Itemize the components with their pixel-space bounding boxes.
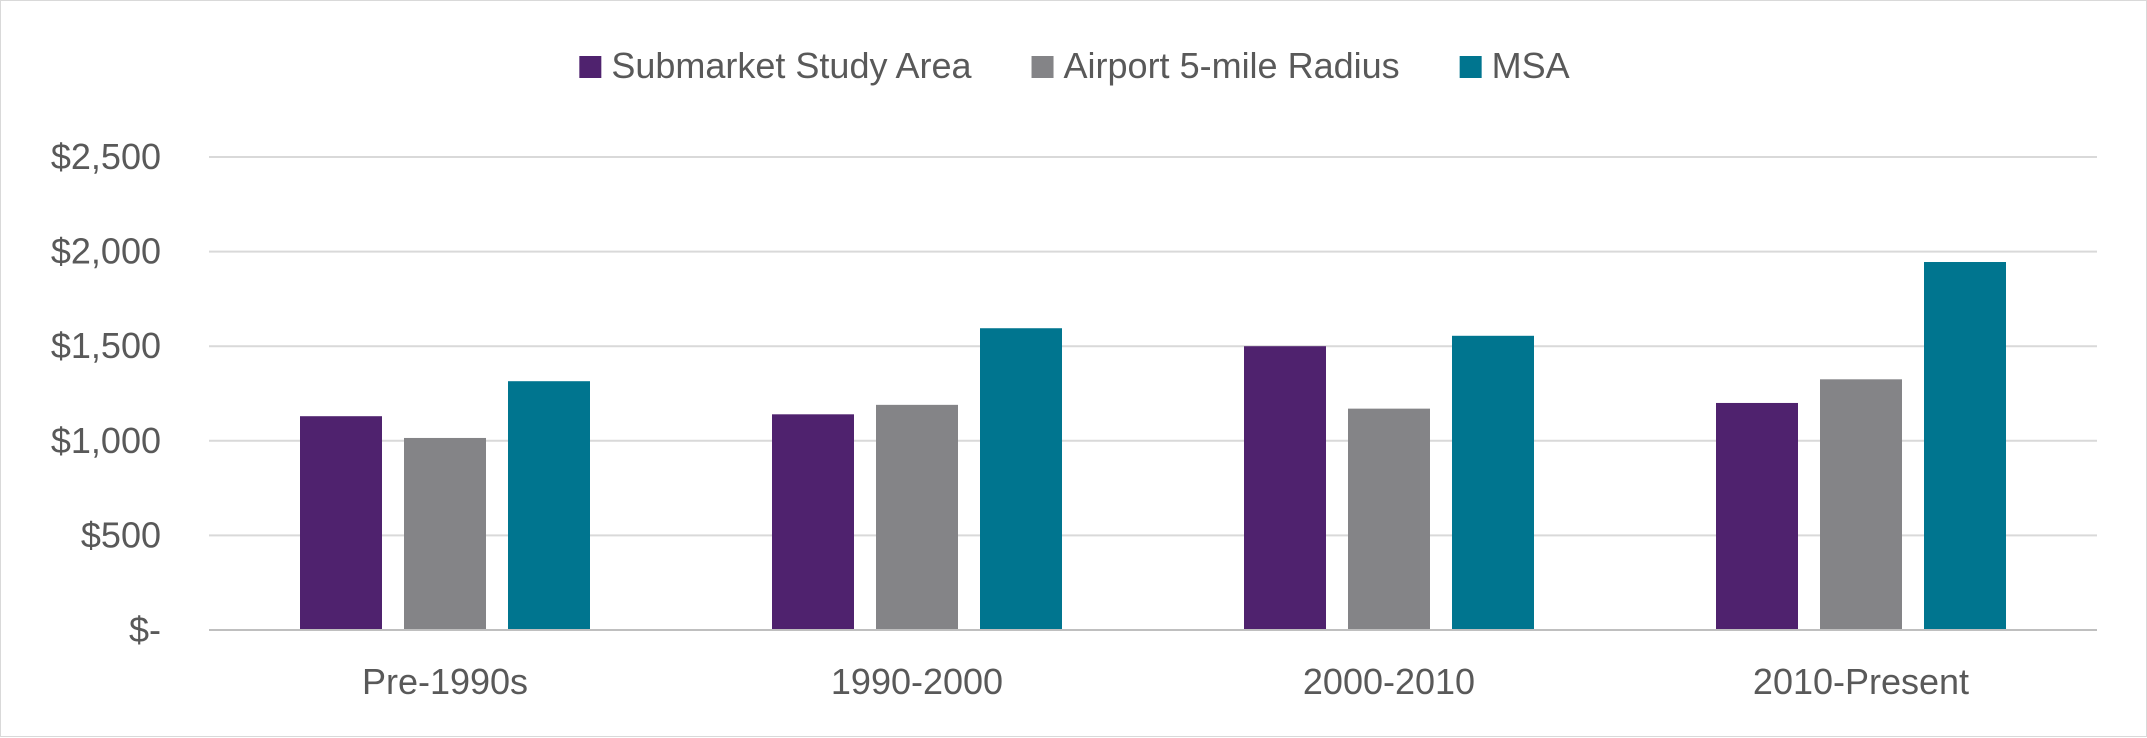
legend-swatch: [579, 56, 602, 78]
y-tick-label: $2,500: [51, 136, 161, 177]
legend-item-submarket-study-area: Submarket Study Area: [579, 45, 973, 86]
gridlines: [209, 156, 2097, 537]
legend-label: MSA: [1492, 45, 1570, 86]
bar-submarket-study-area-2000-2010: [1244, 346, 1326, 630]
bars: [300, 262, 2006, 630]
x-tick-label: 1990-2000: [831, 661, 1003, 702]
x-tick-label: Pre-1990s: [362, 661, 528, 702]
y-axis-ticks: $- $500 $1,000 $1,500 $2,000 $2,500: [51, 136, 161, 650]
y-tick-label: $1,000: [51, 420, 161, 461]
bar-msa-2000-2010: [1452, 335, 1534, 630]
y-tick-label: $1,500: [51, 325, 161, 366]
legend-swatch: [1031, 56, 1054, 78]
y-tick-label: $2,000: [51, 231, 161, 272]
bar-msa-pre-1990s: [508, 381, 590, 630]
bar-airport-5-mile-radius-2000-2010: [1348, 408, 1430, 630]
x-tick-label: 2000-2010: [1303, 661, 1475, 702]
legend-swatch: [1459, 56, 1482, 78]
legend-item-airport-5-mile-radius: Airport 5-mile Radius: [1031, 45, 1400, 86]
x-tick-label: 2010-Present: [1753, 661, 1969, 702]
bar-submarket-study-area-pre-1990s: [300, 416, 382, 630]
bar-msa-1990-2000: [980, 328, 1062, 630]
y-tick-label: $-: [129, 609, 161, 650]
legend-label: Airport 5-mile Radius: [1064, 45, 1400, 86]
bar-airport-5-mile-radius-pre-1990s: [404, 437, 486, 630]
bar-submarket-study-area-1990-2000: [772, 414, 854, 630]
legend-item-msa: MSA: [1459, 45, 1570, 86]
bar-airport-5-mile-radius-2010-present: [1820, 379, 1902, 630]
x-axis-labels: Pre-1990s 1990-2000 2000-2010 2010-Present: [362, 661, 1969, 702]
legend: Submarket Study Area Airport 5-mile Radiu…: [579, 45, 1570, 86]
legend-label: Submarket Study Area: [611, 45, 972, 86]
bar-submarket-study-area-2010-present: [1716, 402, 1798, 630]
bar-msa-2010-present: [1924, 262, 2006, 630]
bar-airport-5-mile-radius-1990-2000: [876, 404, 958, 630]
y-tick-label: $500: [81, 514, 161, 555]
